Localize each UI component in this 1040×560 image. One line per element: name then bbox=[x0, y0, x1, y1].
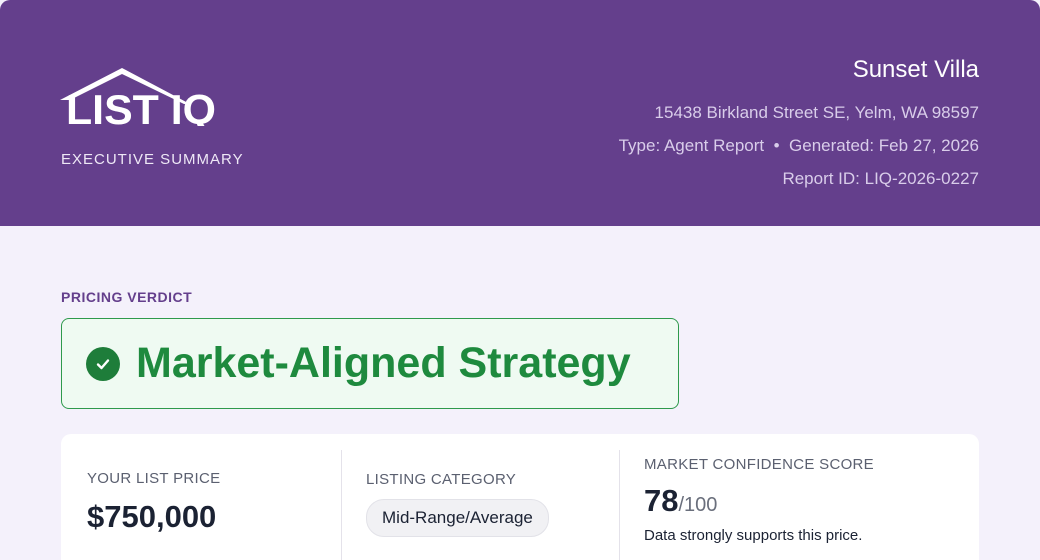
list-price-value: $750,000 bbox=[87, 499, 217, 534]
score-value: 78 bbox=[644, 483, 679, 518]
confidence-score: 78/100 bbox=[644, 483, 979, 519]
list-iq-logo: LIST IQ bbox=[60, 64, 220, 133]
report-type-line: Type: Agent Report • Generated: Feb 27, … bbox=[619, 129, 979, 162]
confidence-score-section: MARKET CONFIDENCE SCORE 78/100 Data stro… bbox=[619, 450, 979, 560]
verdict-text: Market-Aligned Strategy bbox=[136, 339, 631, 387]
property-name: Sunset Villa bbox=[852, 56, 979, 83]
list-price-section: YOUR LIST PRICE $750,000 bbox=[61, 450, 341, 560]
check-circle-icon bbox=[86, 346, 120, 381]
property-address: 15438 Birkland Street SE, Yelm, WA 98597 bbox=[654, 103, 979, 122]
score-max: /100 bbox=[678, 494, 718, 516]
summary-card: YOUR LIST PRICE $750,000 LISTING CATEGOR… bbox=[61, 434, 979, 560]
listing-category-badge: Mid-Range/Average bbox=[366, 499, 549, 537]
score-note: Data strongly supports this price. bbox=[644, 527, 863, 544]
verdict-box: Market-Aligned Strategy bbox=[61, 318, 679, 409]
report-header: LIST IQ EXECUTIVE SUMMARY Sunset Villa 1… bbox=[0, 0, 1040, 226]
svg-text:LIST IQ: LIST IQ bbox=[66, 86, 216, 126]
report-type: Type: Agent Report bbox=[618, 136, 765, 155]
listing-category-section: LISTING CATEGORY Mid-Range/Average bbox=[341, 450, 619, 560]
report-id: Report ID: LIQ-2026-0227 bbox=[782, 169, 979, 188]
verdict-label: PRICING VERDICT bbox=[61, 289, 193, 305]
confidence-score-label: MARKET CONFIDENCE SCORE bbox=[644, 456, 874, 473]
separator: • bbox=[773, 136, 780, 155]
generated-date: Generated: Feb 27, 2026 bbox=[789, 136, 979, 155]
report-subtitle: EXECUTIVE SUMMARY bbox=[61, 151, 244, 168]
listing-category-label: LISTING CATEGORY bbox=[366, 471, 517, 488]
list-price-label: YOUR LIST PRICE bbox=[87, 470, 221, 487]
property-info: Sunset Villa 15438 Birkland Street SE, Y… bbox=[619, 56, 979, 195]
